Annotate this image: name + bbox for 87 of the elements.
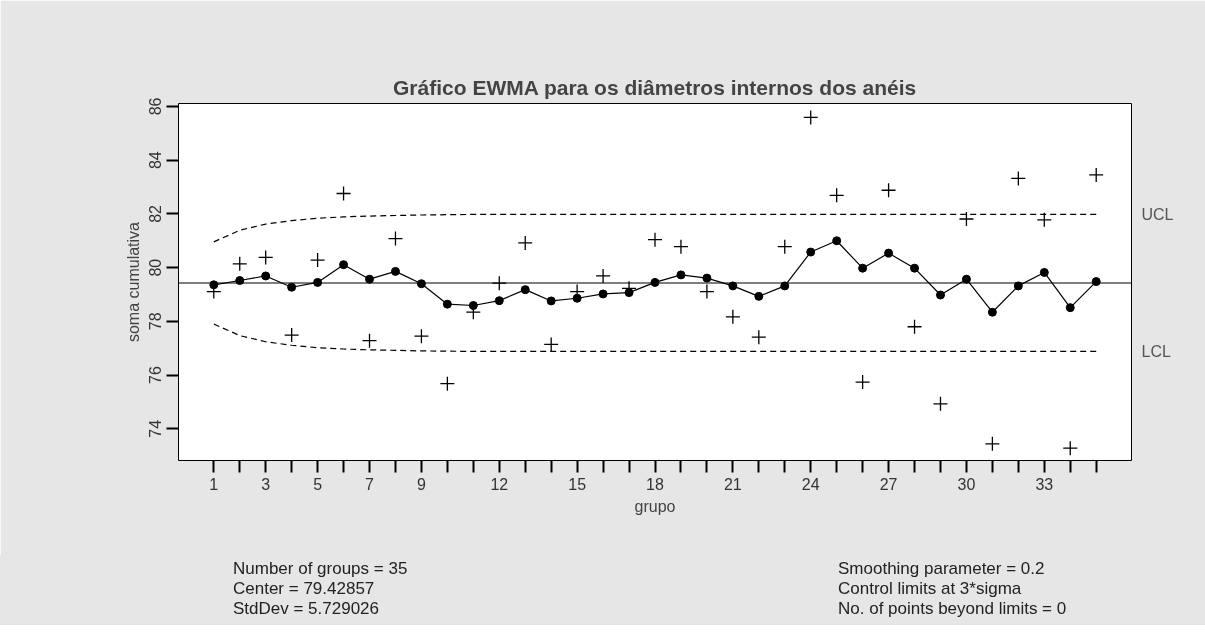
text: Control limits at 3*sigma bbox=[838, 579, 1022, 598]
x-tick-label: 18 bbox=[646, 475, 664, 493]
y-tick-label: 74 bbox=[147, 419, 165, 438]
y-tick-label: 80 bbox=[147, 258, 165, 277]
point bbox=[751, 329, 767, 345]
point bbox=[647, 232, 663, 248]
point bbox=[702, 273, 712, 283]
point bbox=[543, 336, 559, 353]
point bbox=[699, 283, 715, 300]
text: No. of points beyond limits = 0 bbox=[838, 598, 1067, 620]
point bbox=[673, 239, 689, 255]
point bbox=[984, 436, 1001, 452]
text: UCL bbox=[1141, 205, 1174, 223]
point bbox=[287, 282, 297, 292]
point bbox=[832, 236, 842, 246]
y-tick-label: 82 bbox=[147, 204, 165, 223]
y-tick-label: 78 bbox=[147, 312, 165, 331]
point bbox=[261, 271, 271, 281]
point bbox=[1010, 170, 1026, 187]
point bbox=[958, 211, 975, 227]
point bbox=[413, 328, 430, 344]
point bbox=[1088, 167, 1104, 183]
line-series bbox=[213, 213, 1097, 243]
point bbox=[232, 256, 248, 272]
point bbox=[906, 319, 923, 335]
point bbox=[258, 249, 274, 266]
point bbox=[468, 301, 478, 310]
point bbox=[598, 289, 608, 299]
text: Center = 79.42857 bbox=[233, 579, 375, 598]
point bbox=[880, 182, 897, 198]
point bbox=[361, 333, 378, 349]
point bbox=[754, 291, 764, 301]
point bbox=[806, 247, 816, 257]
y-tick-label: 76 bbox=[147, 366, 165, 384]
chart-title: Gráfico EWMA para os diâmetros internos dos anéis bbox=[393, 75, 917, 99]
x-tick-label: 1 bbox=[209, 475, 219, 493]
point bbox=[910, 263, 920, 273]
x-tick-label: 24 bbox=[801, 475, 820, 493]
point bbox=[624, 288, 634, 298]
point bbox=[387, 230, 404, 247]
x-axis-title: grupo bbox=[634, 497, 676, 515]
point bbox=[854, 374, 871, 390]
point bbox=[390, 266, 400, 276]
text: Smoothing parameter = 0.2 bbox=[838, 559, 1045, 578]
point bbox=[442, 299, 452, 309]
text: Number of groups = 35 bbox=[233, 559, 408, 578]
point bbox=[987, 307, 997, 317]
point bbox=[884, 248, 894, 258]
text: LCL bbox=[1141, 342, 1171, 360]
x-tick-label: 3 bbox=[261, 475, 271, 493]
point bbox=[309, 252, 326, 268]
x-tick-label: 27 bbox=[879, 475, 898, 493]
point bbox=[676, 270, 686, 280]
line-series bbox=[213, 323, 1097, 353]
y-tick-label: 84 bbox=[147, 151, 165, 170]
point bbox=[932, 396, 949, 412]
point bbox=[546, 296, 556, 306]
point bbox=[829, 187, 845, 204]
point bbox=[517, 235, 533, 251]
y-axis-title: soma cumulativa bbox=[124, 221, 142, 343]
x-tick-label: 9 bbox=[416, 475, 426, 493]
point bbox=[1065, 303, 1075, 313]
point bbox=[1062, 440, 1078, 456]
point bbox=[725, 309, 741, 325]
point bbox=[572, 293, 582, 303]
x-tick-label: 12 bbox=[490, 475, 509, 493]
y-tick-label: 86 bbox=[147, 97, 165, 116]
point bbox=[494, 296, 504, 306]
x-tick-label: 30 bbox=[957, 475, 976, 493]
point bbox=[339, 260, 349, 270]
x-tick-label: 21 bbox=[723, 475, 742, 493]
x-tick-label: 33 bbox=[1035, 475, 1054, 493]
point bbox=[777, 239, 793, 255]
point bbox=[1036, 212, 1052, 228]
point bbox=[803, 109, 819, 126]
point bbox=[935, 290, 945, 300]
point bbox=[858, 263, 868, 273]
x-tick-label: 7 bbox=[365, 475, 375, 493]
point bbox=[520, 285, 530, 295]
point bbox=[284, 327, 300, 343]
point bbox=[595, 268, 611, 284]
text: StdDev = 5.729026 bbox=[233, 598, 380, 620]
point bbox=[439, 376, 456, 392]
point bbox=[335, 185, 352, 202]
x-tick-label: 15 bbox=[568, 475, 587, 493]
point bbox=[1039, 267, 1049, 277]
x-tick-label: 5 bbox=[313, 475, 323, 493]
